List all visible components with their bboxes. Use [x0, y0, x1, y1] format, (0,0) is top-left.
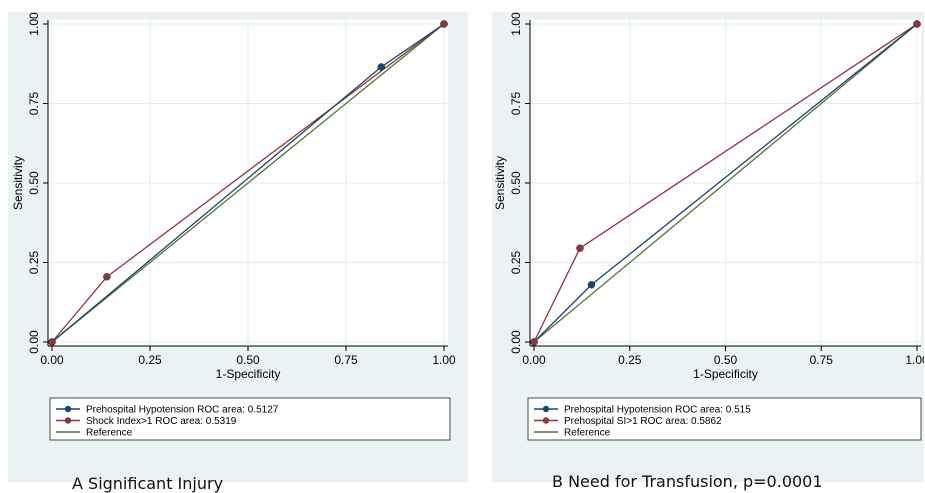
- x-tick-label: 0.00: [40, 353, 64, 367]
- roc-point: [440, 20, 448, 28]
- y-tick-label: 0.00: [509, 330, 523, 354]
- legend-marker: [64, 405, 72, 413]
- y-tick-label: 0.25: [27, 250, 41, 274]
- y-tick-label: 0.75: [27, 91, 41, 115]
- roc-line-reference: [533, 23, 918, 343]
- x-tick-label: 0.50: [714, 353, 738, 367]
- y-tick-label: 0.75: [509, 91, 523, 115]
- caption-a: A Significant Injury: [72, 474, 224, 493]
- roc-point: [587, 281, 596, 289]
- caption-b: B Need for Transfusion, p=0.0001: [552, 472, 823, 491]
- legend-entry: Prehospital Hypotension ROC area: 0.5127: [86, 405, 279, 416]
- x-tick-label: 0.50: [236, 353, 260, 367]
- x-tick-label: 0.75: [334, 353, 358, 367]
- legend-box: [527, 397, 922, 441]
- roc-point: [913, 20, 921, 28]
- legend-entry: Shock Index>1 ROC area: 0.5319: [86, 416, 237, 427]
- x-tick-label: 0.75: [810, 353, 834, 367]
- legend-entry: Prehospital Hypotension ROC area: 0.515: [564, 405, 751, 416]
- x-axis-title: 1-Specificity: [216, 367, 281, 381]
- roc-chart-significant-injury: 0.00 0.25 0.50 0.75 1.00 0.00 0.25 0.50 0.75 1.00…: [8, 12, 468, 482]
- roc-point: [103, 273, 111, 281]
- y-axis-title: Sensitivity: [493, 156, 507, 210]
- y-tick-label: 1.00: [27, 12, 41, 36]
- legend: Prehospital Hypotension ROC area: 0.515P…: [527, 397, 922, 441]
- roc-point: [576, 244, 584, 252]
- roc-chart-need-for-transfusion: 0.00 0.25 0.50 0.75 1.00 0.00 0.25 0.50 0.75 1.00…: [492, 12, 924, 482]
- y-tick-label: 0.25: [509, 250, 523, 274]
- legend-marker: [542, 405, 550, 413]
- x-axis-title: 1-Specificity: [693, 367, 758, 381]
- x-tick-label: 1.00: [432, 353, 456, 367]
- legend-marker: [542, 417, 550, 424]
- roc-point: [530, 338, 538, 346]
- x-tick-label: 0.00: [522, 353, 546, 367]
- roc-line-reference: [51, 23, 445, 343]
- legend-entry: Prehospital SI>1 ROC area: 0.5862: [564, 416, 722, 427]
- legend-box: [49, 397, 451, 441]
- x-tick-label: 1.00: [905, 353, 924, 367]
- legend: Prehospital Hypotension ROC area: 0.5127…: [49, 397, 451, 441]
- x-tick-label: 0.25: [618, 353, 642, 367]
- y-tick-label: 1.00: [509, 12, 523, 36]
- legend-marker: [64, 417, 72, 424]
- y-tick-label: 0.50: [509, 171, 523, 195]
- y-tick-label: 0.00: [27, 330, 41, 354]
- x-tick-label: 0.25: [138, 353, 162, 367]
- roc-point: [377, 63, 386, 71]
- y-axis-title: Sensitivity: [11, 156, 25, 210]
- roc-point: [48, 338, 56, 346]
- legend-entry: Reference: [564, 428, 611, 439]
- legend-entry: Reference: [86, 428, 133, 439]
- y-tick-label: 0.50: [27, 171, 41, 195]
